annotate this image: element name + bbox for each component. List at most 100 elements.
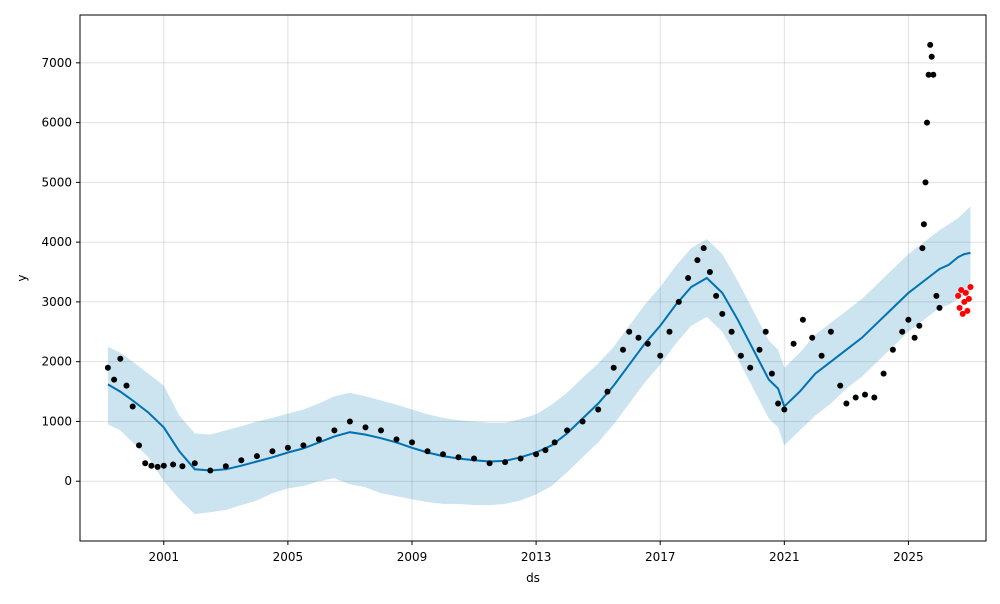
observed-point <box>713 292 720 299</box>
observed-point <box>928 53 935 60</box>
observed-point <box>933 292 940 299</box>
test-point <box>965 295 972 302</box>
x-tick-label: 2009 <box>397 550 428 564</box>
observed-point <box>136 442 142 449</box>
observed-point <box>409 439 415 446</box>
observed-point <box>762 328 769 335</box>
x-tick-label: 2001 <box>149 550 180 564</box>
observed-point <box>154 463 161 470</box>
x-tick-label: 2025 <box>893 550 924 564</box>
observed-point <box>160 462 167 469</box>
observed-point <box>936 304 943 311</box>
observed-point <box>889 346 896 353</box>
plot-frame <box>79 14 987 542</box>
x-axis-ticks: 2001 2005 2009 2013 2017 2021 2025 <box>149 541 924 564</box>
observed-point <box>440 451 446 458</box>
observed-point <box>700 245 707 252</box>
x-tick-label: 2021 <box>769 550 800 564</box>
observed-point <box>644 340 651 347</box>
observed-point <box>533 451 540 458</box>
observed-point <box>471 455 477 462</box>
test-point <box>956 304 963 311</box>
test-point <box>964 307 971 314</box>
x-tick-label: 2017 <box>645 550 676 564</box>
observed-point <box>620 346 626 353</box>
observed-point <box>922 179 929 186</box>
y-tick-label: 2000 <box>41 355 72 369</box>
observed-point <box>919 245 926 252</box>
observed-point <box>284 444 291 451</box>
observed-point <box>502 459 509 466</box>
x-tick-label: 2005 <box>273 550 304 564</box>
observed-point <box>129 403 136 410</box>
y-tick-label: 5000 <box>41 175 72 189</box>
forecast-line <box>107 251 971 472</box>
observed-point <box>666 328 673 335</box>
y-axis-ticks: 0 1000 2000 3000 4000 5000 6000 7000 <box>41 56 80 488</box>
observed-point <box>737 352 744 359</box>
observed-point <box>880 370 887 377</box>
observed-point <box>775 400 782 407</box>
observed-point <box>542 447 549 454</box>
observed-point <box>269 448 276 455</box>
observed-point <box>843 400 850 407</box>
observed-point <box>899 328 906 335</box>
observed-point <box>685 275 692 281</box>
observed-point <box>179 463 186 470</box>
test-point <box>959 310 966 317</box>
test-point <box>962 289 969 296</box>
observed-point <box>809 334 816 341</box>
observed-point <box>191 460 198 467</box>
observed-point <box>424 448 431 455</box>
observed-point <box>610 364 617 371</box>
observed-point <box>111 376 118 383</box>
observed-point <box>635 334 642 341</box>
observed-point <box>930 71 937 78</box>
observed-point <box>393 436 400 443</box>
x-tick-label: 2013 <box>521 550 552 564</box>
observed-point <box>905 316 912 323</box>
y-tick-label: 3000 <box>41 295 72 309</box>
observed-points-layer <box>104 41 943 474</box>
observed-point <box>222 463 229 470</box>
test-point <box>961 298 968 305</box>
observed-point <box>378 427 384 434</box>
y-tick-label: 7000 <box>41 56 72 70</box>
observed-point <box>675 298 682 305</box>
observed-point <box>564 427 571 434</box>
observed-point <box>315 436 322 443</box>
observed-point <box>924 119 930 126</box>
observed-point <box>486 460 493 467</box>
observed-point <box>768 370 775 377</box>
observed-point <box>346 418 353 425</box>
observed-point <box>818 352 825 359</box>
observed-point <box>142 460 149 467</box>
observed-point <box>253 453 260 460</box>
observed-point <box>517 455 524 462</box>
observed-point <box>238 457 245 464</box>
observed-point <box>927 41 934 48</box>
test-point <box>967 284 974 290</box>
observed-point <box>790 340 797 347</box>
observed-point <box>911 334 918 341</box>
observed-point <box>657 352 664 359</box>
observed-point <box>604 388 611 395</box>
observed-point <box>871 394 878 401</box>
observed-point <box>916 322 923 329</box>
y-tick-label: 0 <box>64 474 72 488</box>
x-axis-label: ds <box>526 571 540 585</box>
y-tick-label: 4000 <box>41 235 72 249</box>
y-tick-label: 1000 <box>41 414 72 428</box>
observed-point <box>719 310 726 317</box>
observed-point <box>595 406 602 413</box>
observed-point <box>781 406 788 413</box>
observed-point <box>579 418 586 425</box>
y-axis-label: y <box>15 274 29 281</box>
observed-point <box>862 391 868 398</box>
test-points-layer <box>955 284 974 317</box>
forecast-line-layer <box>107 251 971 472</box>
observed-point <box>148 462 155 469</box>
observed-point <box>694 257 701 264</box>
observed-point <box>104 364 111 371</box>
